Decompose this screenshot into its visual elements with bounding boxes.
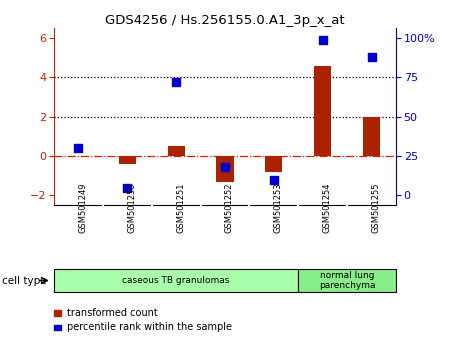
Text: GSM501251: GSM501251 bbox=[176, 183, 185, 233]
Bar bbox=[363, 117, 380, 156]
Bar bbox=[266, 156, 283, 172]
Title: GDS4256 / Hs.256155.0.A1_3p_x_at: GDS4256 / Hs.256155.0.A1_3p_x_at bbox=[105, 14, 345, 27]
Point bbox=[172, 79, 180, 85]
Bar bbox=[54, 325, 61, 330]
Point bbox=[270, 177, 278, 183]
Text: GSM501253: GSM501253 bbox=[274, 183, 283, 233]
Text: transformed count: transformed count bbox=[67, 308, 158, 318]
Bar bbox=[314, 66, 331, 156]
Bar bbox=[298, 269, 396, 292]
Point bbox=[319, 37, 326, 42]
Text: percentile rank within the sample: percentile rank within the sample bbox=[67, 322, 232, 332]
Text: GSM501252: GSM501252 bbox=[225, 183, 234, 233]
Text: GSM501254: GSM501254 bbox=[323, 183, 332, 233]
Text: cell type: cell type bbox=[2, 275, 47, 286]
Bar bbox=[216, 156, 234, 182]
Point bbox=[124, 185, 131, 190]
Point bbox=[368, 54, 375, 60]
Bar bbox=[54, 310, 61, 316]
Bar bbox=[54, 269, 298, 292]
Text: GSM501255: GSM501255 bbox=[372, 183, 381, 233]
Text: GSM501249: GSM501249 bbox=[78, 183, 87, 233]
Point bbox=[75, 145, 82, 151]
Bar bbox=[167, 146, 184, 156]
Text: normal lung
parenchyma: normal lung parenchyma bbox=[319, 271, 375, 290]
Point bbox=[221, 164, 229, 170]
Text: GSM501250: GSM501250 bbox=[127, 183, 136, 233]
Text: caseous TB granulomas: caseous TB granulomas bbox=[122, 276, 230, 285]
Bar bbox=[119, 156, 136, 164]
